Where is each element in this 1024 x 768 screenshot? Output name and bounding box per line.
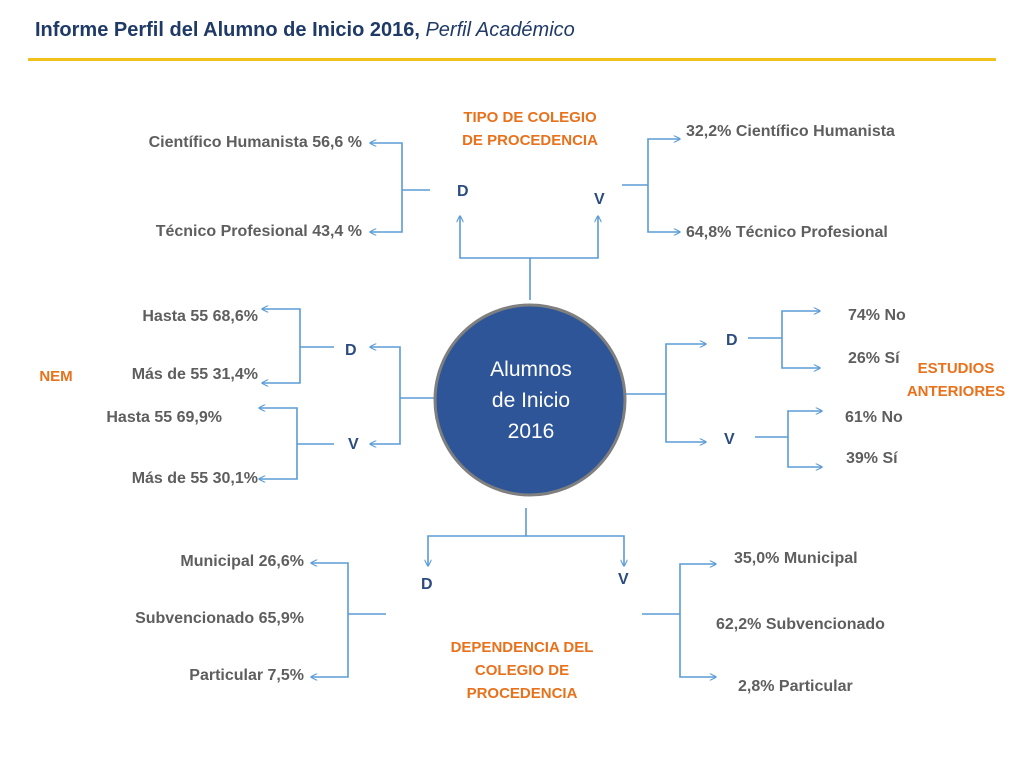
category-dependencia-line-3: PROCEDENCIA [466, 685, 578, 702]
category-tipo-colegio: TIPO DE COLEGIO DE PROCEDENCIA [430, 106, 630, 152]
bracket-bottom-left-1 [311, 563, 349, 614]
category-estudios-anteriores: ESTUDIOS ANTERIORES [896, 357, 1016, 403]
dependencia-d-item-3: Particular 7,5% [189, 667, 304, 684]
dependencia-d-item-1: Municipal 26,6% [180, 553, 304, 570]
dependencia-d-label: D [421, 576, 433, 593]
category-tipo-colegio-line-1: TIPO DE COLEGIO [463, 109, 597, 126]
center-line-1: Alumnos [490, 358, 572, 381]
dependencia-v-item-3: 2,8% Particular [738, 678, 853, 695]
center-line-3: 2016 [507, 420, 555, 443]
estudios-v-item-2: 39% Sí [846, 450, 898, 467]
connector-right-v [665, 394, 706, 442]
connector-right-d [625, 344, 706, 395]
bracket-top-left-2 [370, 190, 403, 232]
bracket-top-right-2 [647, 185, 680, 232]
category-estudios-line-1: ESTUDIOS [917, 360, 995, 377]
connector-bottom-v [526, 535, 624, 566]
bracket-right-upper-2 [781, 338, 820, 368]
bracket-left-upper-1 [262, 309, 301, 347]
bracket-right-lower-1 [787, 411, 822, 437]
dependencia-v-item-2: 62,2% Subvencionado [716, 616, 885, 633]
dependencia-v-label: V [618, 571, 629, 588]
title-subtitle: Perfil Académico [425, 19, 575, 41]
nem-d-item-2: Más de 55 31,4% [131, 366, 258, 383]
center-line-2: de Inicio [491, 389, 571, 412]
bracket-right-lower-2 [787, 437, 822, 467]
category-dependencia-line-1: DEPENDENCIA DEL [450, 639, 594, 656]
category-nem: NEM [39, 368, 73, 385]
nem-v-label: V [348, 436, 359, 453]
tipo-colegio-d-item-1: Científico Humanista 56,6 % [148, 134, 362, 151]
estudios-d-item-1: 74% No [848, 307, 906, 324]
estudios-v-label: V [724, 431, 735, 448]
connector-top-v [530, 216, 598, 259]
title-underline [28, 58, 996, 61]
tipo-colegio-v-label: V [594, 191, 605, 208]
nem-v-item-2: Más de 55 30,1% [131, 470, 258, 487]
center-node [433, 303, 627, 497]
bracket-left-lower-2 [259, 444, 298, 479]
estudios-v-item-1: 61% No [845, 409, 903, 426]
title-main: Informe Perfil del Alumno de Inicio 2016… [35, 19, 420, 41]
center-node-label: Alumnos de Inicio 2016 [436, 354, 626, 447]
dependencia-d-item-2: Subvencionado 65,9% [135, 610, 304, 627]
estudios-d-label: D [726, 332, 738, 349]
category-estudios-line-2: ANTERIORES [906, 383, 1006, 400]
connector-left-v [370, 398, 401, 444]
nem-d-item-1: Hasta 55 68,6% [142, 308, 258, 325]
connector-left-d [370, 347, 434, 399]
category-tipo-colegio-line-2: DE PROCEDENCIA [462, 132, 598, 149]
tipo-colegio-v-item-1: 32,2% Científico Humanista [686, 123, 895, 140]
bracket-left-lower-1 [259, 408, 298, 444]
nem-d-label: D [345, 342, 357, 359]
connector-bottom-stem [428, 508, 527, 566]
estudios-d-item-2: 26% Sí [848, 350, 900, 367]
connector-top-stem [460, 216, 531, 300]
tipo-colegio-v-item-2: 64,8% Técnico Profesional [686, 224, 888, 241]
category-dependencia: DEPENDENCIA DEL COLEGIO DE PROCEDENCIA [420, 636, 624, 705]
bracket-bottom-right-2 [679, 614, 716, 677]
bracket-left-upper-2 [262, 347, 301, 383]
bracket-right-upper-1 [781, 311, 820, 338]
tipo-colegio-d-label: D [457, 183, 469, 200]
page-title: Informe Perfil del Alumno de Inicio 2016… [35, 19, 935, 42]
category-dependencia-line-2: COLEGIO DE [474, 662, 570, 679]
bracket-top-left-1 [370, 143, 403, 190]
bracket-bottom-right-1 [679, 564, 716, 614]
bracket-top-right-1 [647, 139, 680, 185]
tipo-colegio-d-item-2: Técnico Profesional 43,4 % [155, 223, 362, 240]
bracket-bottom-left-2 [311, 614, 349, 677]
dependencia-v-item-1: 35,0% Municipal [734, 550, 858, 567]
nem-v-item-1: Hasta 55 69,9% [106, 409, 222, 426]
